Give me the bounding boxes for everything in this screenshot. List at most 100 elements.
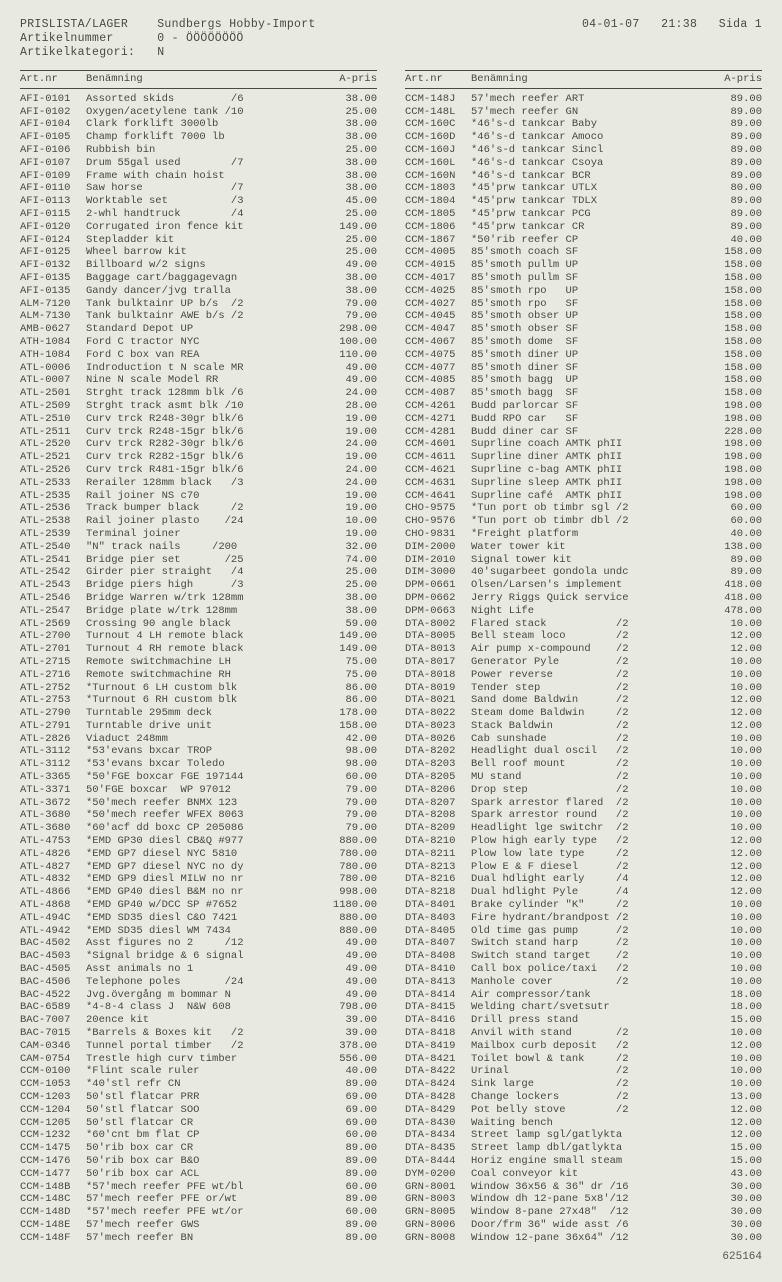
cell-artnr: CCM-160L	[405, 157, 471, 170]
cell-artnr: CCM-4271	[405, 413, 471, 426]
table-row: ATL-2511Curv trck R248-15gr blk/619.00	[20, 426, 377, 439]
table-row: DTA-8210Plow high early type /212.00	[405, 835, 762, 848]
cell-apris: 69.00	[317, 1104, 377, 1117]
cell-benamning: Clark forklift 3000lb	[86, 118, 317, 131]
cell-artnr: BAC-4522	[20, 989, 86, 1002]
header-artnr-label: Artikelnummer	[20, 32, 150, 46]
cell-artnr: CCM-4077	[405, 362, 471, 375]
cell-benamning: Trestle high curv timber	[86, 1053, 317, 1066]
colhead-art: Art.nr	[405, 73, 471, 86]
cell-artnr: AFI-0125	[20, 246, 86, 259]
cell-benamning: Olsen/Larsen's implement	[471, 579, 702, 592]
table-row: DTA-8421Toilet bowl & tank /210.00	[405, 1053, 762, 1066]
cell-benamning: Turnout 4 RH remote black	[86, 643, 317, 656]
cell-artnr: CCM-4067	[405, 336, 471, 349]
table-row: BAC-4506Telephone poles /2449.00	[20, 976, 377, 989]
cell-benamning: Stack Baldwin /2	[471, 720, 702, 733]
table-row: CCM-148F57'mech reefer BN89.00	[20, 1232, 377, 1245]
table-row: ATL-0006Indroduction t N scale MR49.00	[20, 362, 377, 375]
cell-benamning: Champ forklift 7000 lb	[86, 131, 317, 144]
cell-artnr: CHO-9576	[405, 515, 471, 528]
right-rows: CCM-148J57'mech reefer ART89.00CCM-148L5…	[405, 93, 762, 1245]
table-row: AFI-0113Worktable set /345.00	[20, 195, 377, 208]
table-row: ATL-2701Turnout 4 RH remote black149.00	[20, 643, 377, 656]
cell-benamning: Standard Depot UP	[86, 323, 317, 336]
table-row: CCM-160L*46's-d tankcar Csoya89.00	[405, 157, 762, 170]
cell-apris: 60.00	[702, 515, 762, 528]
cell-artnr: CCM-4631	[405, 477, 471, 490]
cell-artnr: CAM-0754	[20, 1053, 86, 1066]
table-row: ATL-2501Strght track 128mm blk /624.00	[20, 387, 377, 400]
table-row: DTA-8213Plow E & F diesel /212.00	[405, 861, 762, 874]
table-row: DTA-8026Cab sunshade /210.00	[405, 733, 762, 746]
cell-artnr: AFI-0109	[20, 170, 86, 183]
cell-benamning: *57'mech reefer PFE wt/or	[86, 1206, 317, 1219]
table-row: DTA-8403Fire hydrant/brandpost /210.00	[405, 912, 762, 925]
cell-benamning: 85'smoth coach SF	[471, 246, 702, 259]
cell-artnr: CCM-4025	[405, 285, 471, 298]
cell-apris: 38.00	[317, 285, 377, 298]
cell-artnr: ATL-0007	[20, 374, 86, 387]
table-row: ATL-4753*EMD GP30 diesl CB&Q #977880.00	[20, 835, 377, 848]
cell-apris: 25.00	[317, 144, 377, 157]
cell-benamning: *Tun port ob timbr dbl /2	[471, 515, 702, 528]
cell-benamning: "N" track nails /200	[86, 541, 317, 554]
table-row: DTA-8206Drop step /210.00	[405, 784, 762, 797]
table-row: ATH-1084Ford C tractor NYC100.00	[20, 336, 377, 349]
table-row: AFI-0101Assorted skids /638.00	[20, 93, 377, 106]
cell-apris: 60.00	[317, 1129, 377, 1142]
cell-benamning: Girder pier straight /4	[86, 566, 317, 579]
cell-apris: 12.00	[702, 630, 762, 643]
cell-benamning: Headlight lge switchr /2	[471, 822, 702, 835]
table-row: ATL-2521Curv trck R282-15gr blk/619.00	[20, 451, 377, 464]
table-row: DTA-8430Waiting bench12.00	[405, 1117, 762, 1130]
cell-benamning: 57'mech reefer GWS	[86, 1219, 317, 1232]
cell-artnr: DTA-8408	[405, 950, 471, 963]
cell-artnr: ATL-4832	[20, 873, 86, 886]
cell-benamning: Urinal /2	[471, 1065, 702, 1078]
cell-benamning: 57'mech reefer BN	[86, 1232, 317, 1245]
cell-benamning: *Flint scale ruler	[86, 1065, 317, 1078]
cell-apris: 158.00	[702, 246, 762, 259]
table-row: ATL-494C*EMD SD35 diesl C&O 7421880.00	[20, 912, 377, 925]
cell-benamning: 50'FGE boxcar WP 97012	[86, 784, 317, 797]
table-row: CCM-4641Suprline café AMTK phII198.00	[405, 490, 762, 503]
table-row: ATL-3365*50'FGE boxcar FGE 19714460.00	[20, 771, 377, 784]
cell-benamning: *50'mech reefer WFEX 8063	[86, 809, 317, 822]
cell-artnr: DTA-8407	[405, 937, 471, 950]
cell-apris: 49.00	[317, 950, 377, 963]
table-row: DTA-8429Pot belly stove /212.00	[405, 1104, 762, 1117]
table-row: DTA-8405Old time gas pump /210.00	[405, 925, 762, 938]
cell-apris: 79.00	[317, 809, 377, 822]
cell-apris: 40.00	[702, 234, 762, 247]
cell-artnr: ATL-2791	[20, 720, 86, 733]
cell-artnr: ATL-3680	[20, 822, 86, 835]
colhead-art: Art.nr	[20, 73, 86, 86]
right-column: Art.nr Benämning A-pris CCM-148J57'mech …	[405, 70, 762, 1245]
cell-benamning: Stepladder kit	[86, 234, 317, 247]
cell-apris: 10.00	[702, 925, 762, 938]
cell-benamning: *4-8-4 class J N&W 608	[86, 1001, 317, 1014]
cell-benamning: Sink large /2	[471, 1078, 702, 1091]
table-row: ATL-2542Girder pier straight /425.00	[20, 566, 377, 579]
cell-benamning: Terminal joiner	[86, 528, 317, 541]
table-row: CCM-148C57'mech reefer PFE or/wt89.00	[20, 1193, 377, 1206]
cell-artnr: DTA-8026	[405, 733, 471, 746]
cell-benamning: Headlight dual oscil /2	[471, 745, 702, 758]
cell-artnr: ATL-2535	[20, 490, 86, 503]
cell-benamning: Budd RPO car SF	[471, 413, 702, 426]
cell-apris: 198.00	[702, 413, 762, 426]
cell-apris: 25.00	[317, 579, 377, 592]
table-row: ATL-3672*50'mech reefer BNMX 12379.00	[20, 797, 377, 810]
table-row: CCM-147750'rib box car ACL89.00	[20, 1168, 377, 1181]
cell-benamning: Frame with chain hoist	[86, 170, 317, 183]
cell-artnr: ALM-7120	[20, 298, 86, 311]
cell-benamning: Toilet bowl & tank /2	[471, 1053, 702, 1066]
table-row: CCM-407785'smoth diner SF158.00	[405, 362, 762, 375]
table-row: ATL-0007Nine N scale Model RR49.00	[20, 374, 377, 387]
cell-apris: 38.00	[317, 272, 377, 285]
cell-benamning: 57'mech reefer ART	[471, 93, 702, 106]
table-row: BAC-4502Asst figures no 2 /1249.00	[20, 937, 377, 950]
cell-benamning: Window 12-pane 36x64" /12	[471, 1232, 702, 1245]
cell-artnr: ATL-2542	[20, 566, 86, 579]
